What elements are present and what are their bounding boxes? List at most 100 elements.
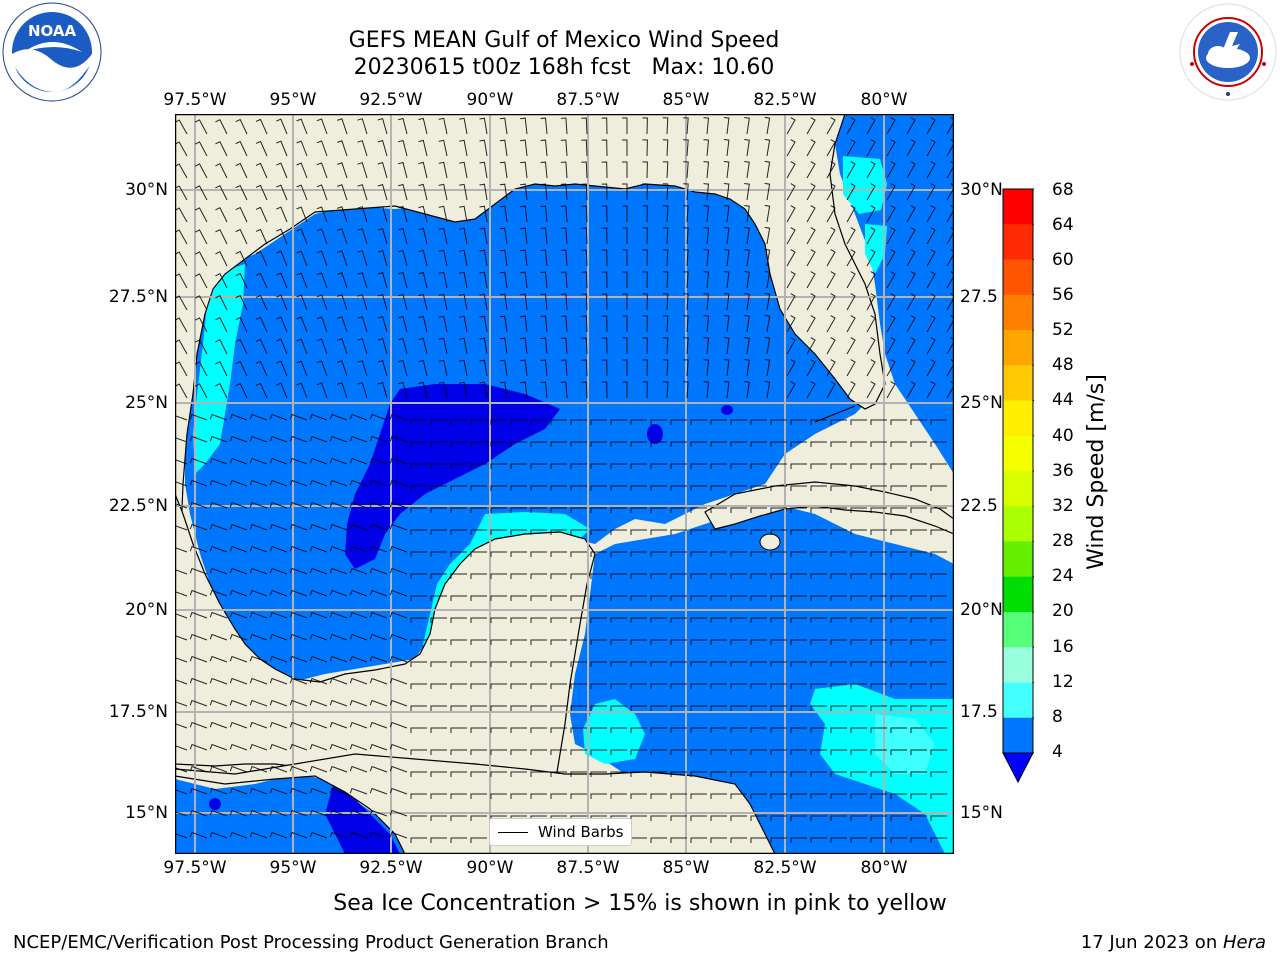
wind-barb — [730, 551, 747, 557]
wind-barb — [826, 315, 836, 333]
wind-barb — [296, 316, 308, 333]
wind-barb — [810, 507, 827, 513]
wind-barb — [786, 161, 796, 179]
wind-barb — [309, 809, 328, 817]
wind-barb — [790, 683, 807, 689]
wind-barb — [499, 117, 508, 135]
wind-barb — [389, 765, 408, 773]
wind-barb — [642, 161, 648, 179]
wind-barb — [806, 227, 816, 245]
wind-barb — [397, 117, 408, 135]
wind-barb — [764, 116, 771, 135]
wind-barb — [590, 463, 607, 469]
wind-barb — [601, 161, 608, 179]
wind-barb — [530, 661, 547, 667]
wind-barb — [750, 617, 767, 623]
wind-barb — [229, 457, 248, 465]
wind-barb — [550, 617, 567, 623]
wind-barb — [930, 683, 947, 689]
wind-barb — [690, 529, 707, 535]
wind-barb — [510, 485, 527, 491]
wind-barb — [175, 415, 188, 421]
wind-barb — [490, 771, 507, 777]
wind-barb — [479, 227, 488, 245]
wind-barb — [175, 119, 188, 135]
colorbar-tick: 52 — [1052, 320, 1074, 340]
wind-barb — [690, 705, 707, 711]
wind-barb — [470, 419, 487, 425]
wind-barb — [530, 463, 547, 469]
wind-barb — [610, 617, 627, 623]
wind-barb — [450, 771, 467, 777]
wind-barb — [710, 661, 727, 667]
wind-barb — [910, 749, 927, 755]
wind-barb — [850, 595, 867, 601]
wind-barb — [229, 765, 248, 773]
lon-tick-top: 97.5°W — [163, 90, 227, 110]
wind-barb — [269, 413, 288, 421]
wind-barb — [235, 360, 248, 377]
wind-barb — [806, 183, 816, 201]
wind-barb — [870, 837, 887, 843]
wind-barb — [530, 705, 547, 711]
colorbar-band — [1003, 682, 1033, 719]
wind-barb — [316, 316, 328, 333]
wind-barb — [276, 162, 288, 179]
wind-barb — [189, 809, 208, 817]
wind-barb — [846, 381, 856, 399]
wind-barb — [410, 837, 427, 843]
wind-barb — [744, 249, 750, 267]
wind-barb — [830, 727, 847, 733]
colorbar-band — [1003, 365, 1033, 401]
wind-barb — [510, 793, 527, 799]
wind-barb — [430, 419, 447, 425]
wind-barb — [349, 611, 368, 619]
wind-barb — [910, 595, 927, 601]
wind-barb — [255, 184, 268, 201]
wind-barb — [369, 743, 388, 751]
wind-barb — [730, 529, 747, 535]
wind-barb — [249, 765, 268, 773]
wind-barb — [744, 381, 750, 399]
wind-barb — [175, 811, 188, 817]
wind-barb — [650, 661, 667, 667]
wind-barb — [710, 771, 727, 777]
wind-barb — [397, 205, 408, 223]
wind-barb — [750, 793, 767, 799]
wind-barb — [329, 413, 348, 421]
wind-barb — [540, 271, 548, 289]
wind-barb — [662, 117, 669, 135]
wind-barb — [530, 617, 547, 623]
wind-barb — [349, 413, 368, 421]
wind-barb — [870, 617, 887, 623]
wind-barb — [550, 573, 567, 579]
wind-barb — [926, 183, 936, 201]
wind-barb — [389, 413, 408, 421]
wind-barb — [189, 413, 208, 421]
wind-barb — [175, 163, 188, 179]
wind-barb — [418, 139, 428, 157]
wind-barb — [430, 507, 447, 513]
wind-barb — [650, 727, 667, 733]
wind-barb — [189, 457, 208, 465]
wind-barb — [910, 683, 927, 689]
wind-barb — [479, 183, 488, 201]
wind-barb — [866, 293, 876, 311]
wind-barb — [926, 271, 936, 289]
colorbar-tick: 60 — [1052, 250, 1074, 270]
colorbar-tick: 4 — [1052, 742, 1063, 762]
wind-barb — [357, 294, 368, 311]
wind-barb — [235, 316, 248, 333]
wind-barb — [730, 573, 747, 579]
wind-barb — [670, 485, 687, 491]
wind-barb — [389, 567, 408, 575]
nws-logo — [1178, 2, 1278, 102]
wind-barb — [357, 228, 368, 245]
noaa-logo: NOAA — [2, 2, 102, 102]
wind-barb — [438, 337, 448, 355]
wind-barb — [690, 617, 707, 623]
wind-barb — [397, 161, 408, 179]
wind-barb — [886, 139, 896, 157]
wind-barb — [846, 183, 856, 201]
wind-barb — [175, 185, 188, 201]
